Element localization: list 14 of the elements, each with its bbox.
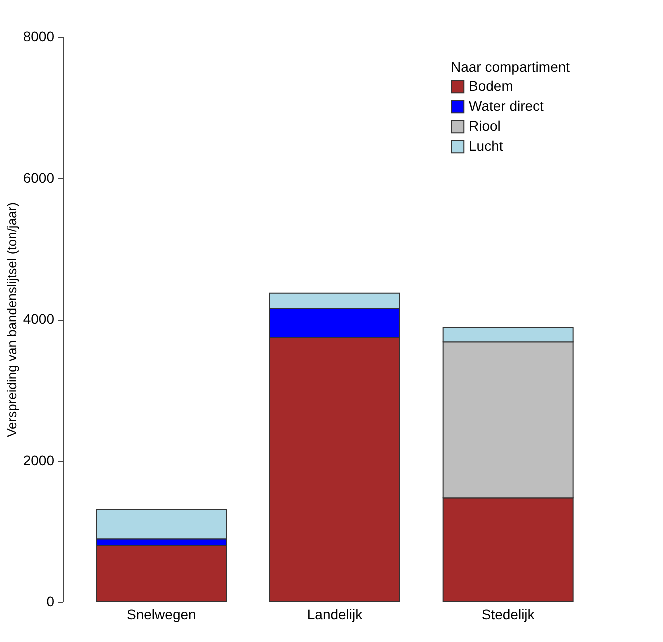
x-tick-label: Landelijk	[307, 606, 364, 622]
y-tick-label: 0	[46, 594, 55, 610]
y-axis-title: Verspreiding van bandenslijtsel (ton/jaar)	[4, 202, 20, 438]
legend-label: Lucht	[469, 138, 504, 154]
y-tick-label: 6000	[23, 170, 55, 186]
legend-label: Bodem	[469, 78, 514, 94]
y-tick-label: 8000	[23, 28, 55, 44]
x-tick-label: Snelwegen	[127, 606, 196, 622]
y-tick-label: 2000	[23, 452, 55, 468]
legend-label: Water direct	[469, 98, 544, 114]
legend-label: Riool	[469, 118, 501, 134]
x-tick-label: Stedelijk	[482, 606, 536, 622]
y-tick-label: 4000	[23, 311, 55, 327]
legend-title: Naar compartiment	[451, 59, 570, 75]
